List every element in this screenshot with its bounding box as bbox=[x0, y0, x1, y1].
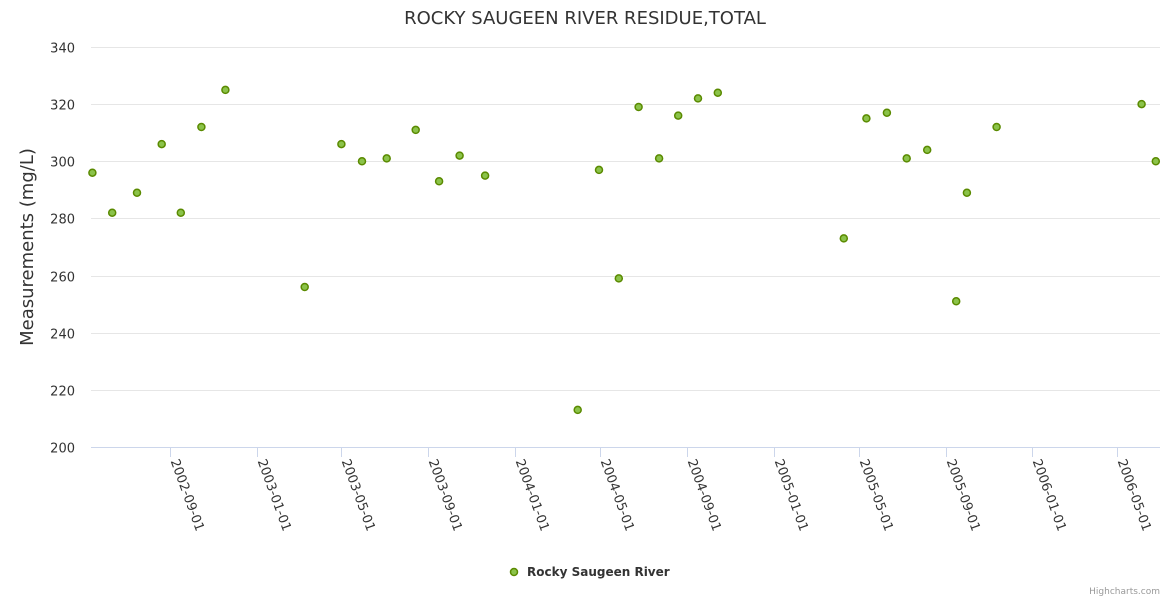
data-point bbox=[962, 188, 972, 197]
x-tick-label: 2006-05-01 bbox=[1114, 457, 1154, 533]
data-points bbox=[88, 85, 1161, 415]
y-tick-label: 320 bbox=[50, 99, 75, 114]
data-point bbox=[300, 282, 309, 292]
y-tick-label: 260 bbox=[50, 271, 75, 286]
data-point bbox=[713, 88, 723, 97]
x-tick-label: 2005-01-01 bbox=[771, 457, 811, 533]
x-tick-label: 2004-01-01 bbox=[512, 457, 552, 533]
y-tick-label: 280 bbox=[50, 213, 75, 228]
grid-lines bbox=[91, 47, 1160, 391]
x-tick-label: 2004-05-01 bbox=[597, 457, 637, 533]
data-point bbox=[157, 139, 166, 149]
x-tick-label: 2006-01-01 bbox=[1029, 457, 1069, 533]
data-point bbox=[902, 154, 911, 163]
data-point bbox=[1137, 99, 1146, 109]
y-tick-label: 220 bbox=[50, 385, 75, 400]
y-axis-ticks: 200 220 240 260 280 300 320 340 bbox=[50, 42, 75, 457]
data-point bbox=[634, 102, 643, 112]
x-tick-label: 2003-09-01 bbox=[425, 457, 465, 533]
y-tick-label: 300 bbox=[50, 156, 75, 171]
data-point bbox=[88, 168, 97, 177]
credits-link[interactable]: Highcharts.com bbox=[1089, 587, 1160, 597]
data-point bbox=[434, 177, 444, 186]
x-tick-label: 2004-09-01 bbox=[684, 457, 724, 533]
data-point bbox=[654, 154, 664, 163]
x-tick-label: 2003-05-01 bbox=[338, 457, 378, 533]
data-point bbox=[107, 208, 117, 217]
data-point bbox=[839, 234, 849, 243]
data-point bbox=[221, 85, 230, 95]
x-tick-label: 2005-05-01 bbox=[856, 457, 896, 533]
data-point bbox=[693, 94, 703, 103]
data-point bbox=[455, 151, 464, 160]
x-axis: 2002-09-01 2003-01-01 2003-05-01 2003-09-01… bbox=[91, 447, 1160, 533]
data-point bbox=[673, 111, 683, 120]
data-point bbox=[176, 208, 186, 217]
y-tick-label: 200 bbox=[50, 442, 75, 457]
data-point bbox=[132, 188, 142, 197]
x-tick-label: 2002-09-01 bbox=[167, 457, 207, 533]
data-point bbox=[573, 405, 582, 415]
data-point bbox=[337, 139, 346, 149]
data-point bbox=[594, 165, 604, 175]
data-point bbox=[480, 171, 490, 180]
y-tick-label: 340 bbox=[50, 42, 75, 57]
data-point bbox=[357, 157, 367, 166]
data-point bbox=[197, 122, 206, 132]
legend-marker bbox=[509, 567, 519, 577]
data-point bbox=[992, 122, 1001, 132]
chart-title: ROCKY SAUGEEN RIVER RESIDUE,TOTAL bbox=[404, 8, 766, 29]
data-point bbox=[922, 145, 932, 155]
data-point bbox=[411, 125, 420, 135]
data-point bbox=[862, 114, 871, 123]
data-point bbox=[882, 108, 892, 117]
x-tick-label: 2003-01-01 bbox=[254, 457, 294, 533]
x-tick-label: 2005-09-01 bbox=[943, 457, 983, 533]
legend[interactable]: Rocky Saugeen River bbox=[509, 565, 670, 579]
y-axis-title: Measurements (mg/L) bbox=[17, 148, 38, 346]
y-tick-label: 240 bbox=[50, 328, 75, 343]
data-point bbox=[614, 274, 624, 283]
data-point bbox=[951, 297, 961, 306]
legend-label[interactable]: Rocky Saugeen River bbox=[527, 565, 670, 579]
data-point bbox=[1151, 157, 1161, 166]
data-point bbox=[382, 154, 391, 163]
